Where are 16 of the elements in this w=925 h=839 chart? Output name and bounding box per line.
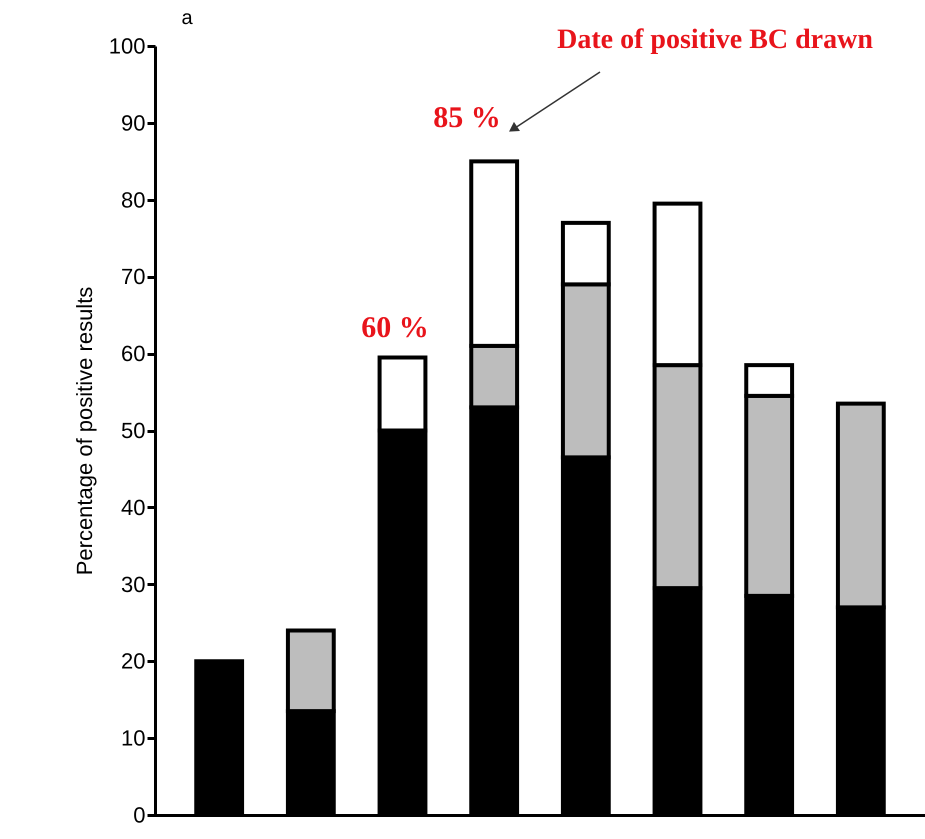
y-tick-label: 80: [121, 187, 146, 212]
y-tick-label: 60: [121, 341, 146, 366]
y-tick-label: 30: [121, 572, 146, 597]
y-tick-label: 40: [121, 494, 146, 520]
y-axis-title: Percentage of positive results: [72, 286, 97, 576]
annotation: 85 %: [433, 101, 501, 134]
annotation: 60 %: [361, 311, 429, 344]
y-tick-label: 0: [133, 802, 146, 828]
y-tick-label: 100: [108, 34, 146, 58]
y-tick-label: 70: [121, 264, 146, 290]
y-tick-label: 50: [121, 418, 146, 443]
y-tick-label: 10: [121, 726, 146, 751]
annotation: Date of positive BC drawn: [557, 24, 874, 55]
y-tick-label: 20: [121, 648, 146, 674]
y-tick-label: 90: [121, 110, 146, 136]
text: a: [181, 7, 194, 29]
